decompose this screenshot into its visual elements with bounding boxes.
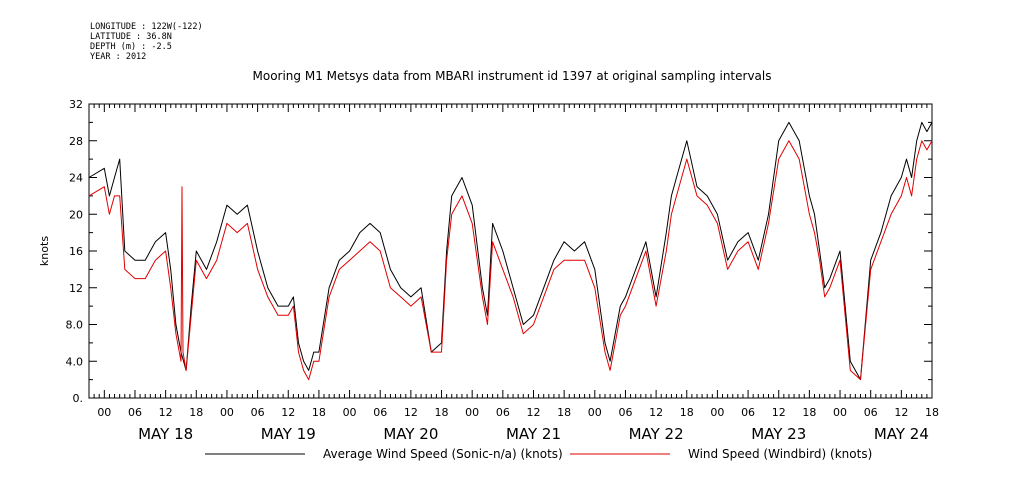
legend-label-average: Average Wind Speed (Sonic-n/a) (knots)	[323, 447, 563, 461]
y-tick-label: 32	[69, 98, 83, 111]
x-date-label: MAY 20	[383, 425, 438, 443]
x-tick-label: 18	[435, 406, 449, 419]
x-axis-ticks: 00 06 12 18 00 06 12 18 00 06 12 18 00 06 12 18 00 06 12 18…	[88, 104, 939, 443]
x-date-label: MAY 19	[261, 425, 316, 443]
x-date-label: MAY 22	[629, 425, 684, 443]
y-tick-label: 20	[69, 208, 83, 221]
x-tick-label: 18	[312, 406, 326, 419]
x-tick-label: 06	[373, 406, 387, 419]
x-tick-label: 18	[680, 406, 694, 419]
x-date-label: MAY 21	[506, 425, 561, 443]
x-tick-label: 12	[894, 406, 908, 419]
longitude-text: LONGITUDE : 122W(-122)	[90, 22, 203, 32]
x-tick-label: 12	[772, 406, 786, 419]
chart-title: Mooring M1 Metsys data from MBARI instru…	[253, 69, 772, 83]
x-tick-label: 06	[864, 406, 878, 419]
x-tick-label: 12	[526, 406, 540, 419]
metadata-block: LONGITUDE : 122W(-122) LATITUDE : 36.8N …	[90, 22, 203, 62]
x-tick-label: 18	[189, 406, 203, 419]
x-tick-label: 00	[220, 406, 234, 419]
y-tick-label: 4.0	[66, 355, 84, 368]
latitude-text: LATITUDE : 36.8N	[90, 32, 172, 42]
x-tick-label: 00	[343, 406, 357, 419]
x-tick-label: 00	[465, 406, 479, 419]
x-tick-label: 06	[251, 406, 265, 419]
depth-text: DEPTH (m) : -2.5	[90, 42, 172, 52]
x-tick-label: 06	[741, 406, 755, 419]
series-line-average-wind	[88, 121, 933, 381]
y-tick-label: 24	[69, 172, 83, 185]
series-lines	[88, 121, 933, 381]
x-tick-label: 12	[159, 406, 173, 419]
x-tick-label: 00	[588, 406, 602, 419]
y-tick-label: 0.	[73, 392, 84, 405]
y-axis-title: knots	[38, 236, 51, 266]
x-tick-label: 06	[618, 406, 632, 419]
x-date-label: MAY 18	[138, 425, 193, 443]
y-tick-label: 12	[69, 282, 83, 295]
x-tick-label: 12	[404, 406, 418, 419]
series-line-windbird	[88, 140, 933, 381]
y-tick-label: 16	[69, 245, 83, 258]
x-tick-label: 00	[97, 406, 111, 419]
x-tick-label: 18	[557, 406, 571, 419]
plot-frame	[88, 103, 933, 399]
legend: Average Wind Speed (Sonic-n/a) (knots) W…	[205, 447, 872, 461]
x-tick-label: 06	[128, 406, 142, 419]
x-tick-label: 00	[833, 406, 847, 419]
x-tick-label: 06	[496, 406, 510, 419]
y-tick-label: 8.0	[66, 319, 84, 332]
x-date-label: MAY 24	[874, 425, 929, 443]
x-date-label: MAY 23	[751, 425, 806, 443]
y-axis-ticks: 0. 4.0 8.0 12 16 20 24 28 32	[66, 98, 932, 405]
x-tick-label: 18	[802, 406, 816, 419]
year-text: YEAR : 2012	[90, 52, 147, 62]
x-tick-label: 12	[649, 406, 663, 419]
y-tick-label: 28	[69, 135, 83, 148]
x-tick-label: 18	[925, 406, 939, 419]
legend-label-windbird: Wind Speed (Windbird) (knots)	[688, 447, 872, 461]
x-tick-label: 12	[281, 406, 295, 419]
x-tick-label: 00	[710, 406, 724, 419]
